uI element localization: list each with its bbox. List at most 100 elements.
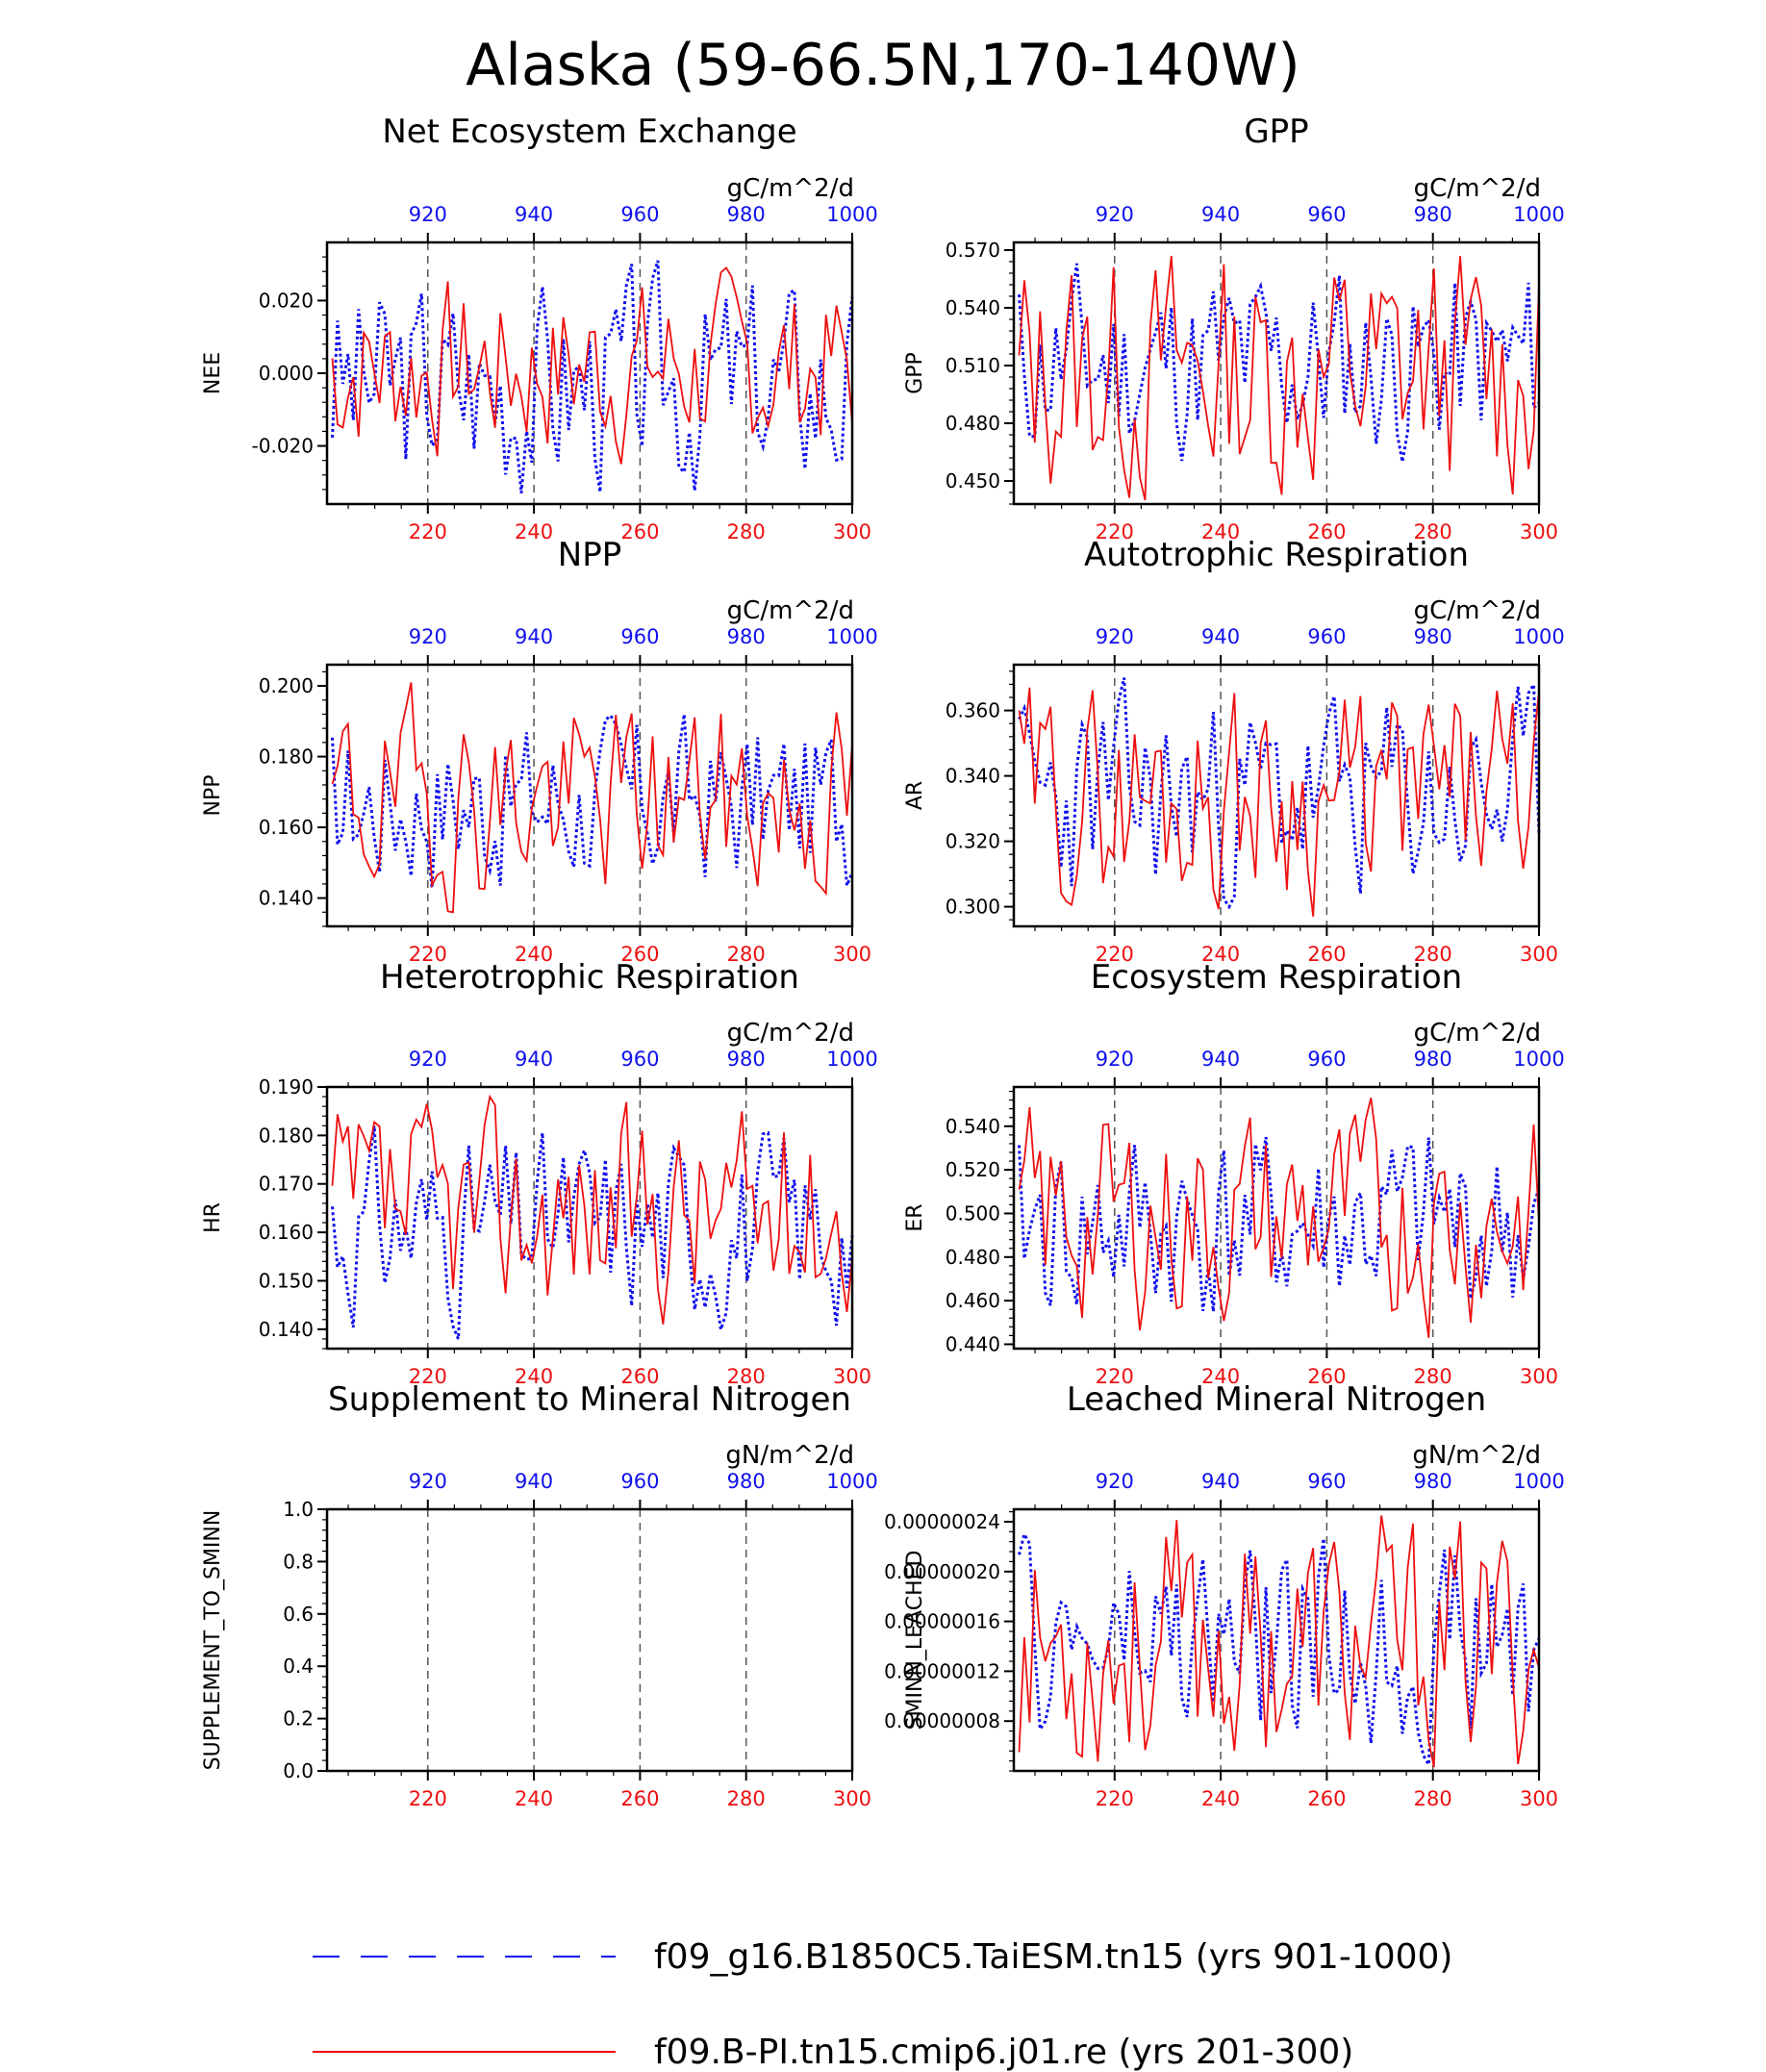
series-taiesm: [1018, 263, 1541, 463]
x-bottom-tick-label: 300: [833, 520, 871, 543]
series-taiesm: [1018, 1136, 1541, 1312]
x-top-tick-label: 1000: [826, 1048, 877, 1071]
panel-er: Ecosystem Respiration gC/m^2/d 0.440 0.460 0…: [903, 958, 1565, 1388]
y-axis-label: SMINN_LEACHED: [903, 1551, 927, 1731]
x-top-tick-label: 960: [1307, 1048, 1346, 1071]
units-label: gN/m^2/d: [725, 1441, 854, 1470]
y-tick-label: 0.000: [259, 362, 314, 385]
x-top-tick-label: 940: [1201, 1470, 1240, 1493]
x-top-tick-label: 1000: [1513, 1470, 1564, 1493]
x-bottom-tick-label: 300: [1520, 1787, 1558, 1810]
plot-frame: [1012, 663, 1541, 928]
panel-title: Leached Mineral Nitrogen: [1067, 1380, 1486, 1419]
x-bottom-tick-label: 260: [620, 1787, 659, 1810]
y-tick-label: 0.8: [283, 1550, 314, 1573]
y-tick-label: 0.140: [259, 1318, 314, 1341]
x-bottom-tick-label: 260: [1307, 1365, 1346, 1388]
x-top-tick-label: 960: [1307, 203, 1346, 226]
x-top-tick-label: 980: [727, 1470, 766, 1493]
x-top-tick-label: 1000: [826, 625, 877, 648]
y-tick-label: 0.180: [259, 1124, 314, 1147]
y-tick-label: 0.540: [946, 1115, 1000, 1138]
x-top-tick-label: 920: [1096, 203, 1134, 226]
panel-title: Supplement to Mineral Nitrogen: [328, 1380, 851, 1419]
units-label: gC/m^2/d: [727, 174, 854, 203]
y-axis-label: ER: [903, 1203, 927, 1231]
x-top-tick-label: 940: [1201, 203, 1240, 226]
y-axis-label: HR: [201, 1202, 225, 1233]
x-top-tick-label: 940: [515, 625, 553, 648]
x-top-tick-label: 980: [1414, 1048, 1452, 1071]
y-axis-label: GPP: [903, 352, 927, 394]
x-bottom-tick-label: 240: [1201, 1787, 1240, 1810]
series-cmip6: [1018, 1098, 1540, 1338]
x-bottom-tick-label: 260: [620, 943, 659, 966]
x-top-tick-label: 920: [1096, 1470, 1134, 1493]
x-bottom-tick-label: 240: [515, 943, 553, 966]
panel-title: Ecosystem Respiration: [1091, 958, 1462, 997]
x-top-tick-label: 980: [1414, 1470, 1452, 1493]
x-bottom-tick-label: 220: [409, 943, 447, 966]
x-bottom-tick-label: 240: [515, 1365, 553, 1388]
y-axis-label: NEE: [201, 352, 225, 394]
y-tick-label: 0.570: [946, 239, 1000, 262]
units-label: gC/m^2/d: [1414, 596, 1541, 625]
legend-label-cmip6: f09.B-PI.tn15.cmip6.j01.re (yrs 201-300): [654, 2033, 1353, 2072]
y-tick-label: 0.450: [946, 469, 1000, 493]
plot-frame: [1012, 240, 1541, 506]
x-top-tick-label: 960: [620, 625, 659, 648]
y-tick-label: 0.170: [259, 1173, 314, 1196]
y-tick-label: 0.4: [283, 1655, 314, 1678]
panel-hr: Heterotrophic Respiration gC/m^2/d 0.140 0.…: [201, 958, 878, 1388]
units-label: gC/m^2/d: [727, 596, 854, 625]
series-cmip6: [1018, 255, 1540, 501]
series-cmip6: [331, 682, 853, 914]
x-bottom-tick-label: 260: [1307, 943, 1346, 966]
x-bottom-tick-label: 240: [515, 520, 553, 543]
x-bottom-tick-label: 220: [1096, 520, 1134, 543]
y-tick-label: 0.540: [946, 296, 1000, 319]
x-bottom-tick-label: 220: [1096, 1787, 1134, 1810]
x-top-tick-label: 960: [620, 1470, 659, 1493]
plot-frame: [325, 663, 854, 928]
x-bottom-tick-label: 300: [1520, 520, 1558, 543]
x-bottom-tick-label: 260: [620, 520, 659, 543]
x-bottom-tick-label: 280: [1414, 1787, 1452, 1810]
panel-npp: NPP gC/m^2/d 0.140 0.160 0.180 0.200 NPP 220 240…: [201, 536, 878, 966]
x-top-tick-label: 1000: [826, 203, 877, 226]
x-bottom-tick-label: 300: [833, 1365, 871, 1388]
units-label: gN/m^2/d: [1412, 1441, 1541, 1470]
x-top-tick-label: 960: [1307, 1470, 1346, 1493]
panel-supplement_to_sminn: Supplement to Mineral Nitrogen gN/m^2/d 0.…: [201, 1380, 878, 1810]
x-bottom-tick-label: 220: [409, 1365, 447, 1388]
y-tick-label: 0.360: [946, 699, 1000, 722]
y-tick-label: 0.0: [283, 1759, 314, 1782]
x-bottom-tick-label: 300: [833, 943, 871, 966]
panel-nee: Net Ecosystem Exchange gC/m^2/d -0.020 0.00…: [201, 113, 878, 543]
y-tick-label: 0.160: [259, 816, 314, 839]
x-top-tick-label: 920: [409, 1048, 447, 1071]
y-tick-label: 1.0: [283, 1498, 314, 1521]
y-tick-label: 0.150: [259, 1269, 314, 1292]
y-tick-label: 0.2: [283, 1707, 314, 1731]
x-bottom-tick-label: 240: [1201, 1365, 1240, 1388]
y-axis-label: SUPPLEMENT_TO_SMINN: [201, 1510, 225, 1771]
units-label: gC/m^2/d: [1414, 174, 1541, 203]
series-cmip6: [331, 266, 853, 465]
y-tick-label: 0.460: [946, 1289, 1000, 1312]
plot-frame: [325, 1085, 854, 1351]
y-tick-label: 0.200: [259, 674, 314, 697]
x-bottom-tick-label: 260: [620, 1365, 659, 1388]
x-bottom-tick-label: 280: [1414, 943, 1452, 966]
series-cmip6: [1018, 1515, 1540, 1768]
y-axis-label: NPP: [201, 775, 225, 817]
x-top-tick-label: 960: [620, 1048, 659, 1071]
y-tick-label: 0.190: [259, 1075, 314, 1099]
units-label: gC/m^2/d: [1414, 1019, 1541, 1048]
panel-title: Net Ecosystem Exchange: [382, 113, 796, 151]
panel-title: Heterotrophic Respiration: [380, 958, 799, 997]
y-tick-label: 0.00000012: [884, 1659, 1000, 1682]
y-tick-label: 0.180: [259, 745, 314, 769]
plot-frame: [1012, 1507, 1541, 1773]
